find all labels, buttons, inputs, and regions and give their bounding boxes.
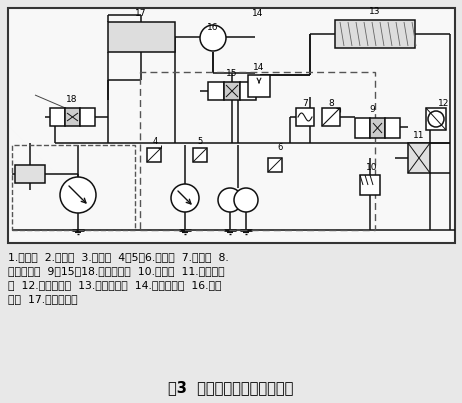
Bar <box>193 148 207 162</box>
Bar <box>8 8 455 243</box>
Bar <box>355 118 370 138</box>
Text: 马达  17.液压凿岩机: 马达 17.液压凿岩机 <box>8 294 78 304</box>
Text: 6: 6 <box>277 143 283 152</box>
Bar <box>248 75 270 97</box>
Bar <box>224 82 240 100</box>
Bar <box>408 143 430 173</box>
Bar <box>147 148 161 162</box>
Bar <box>12 145 135 230</box>
Bar <box>108 22 175 52</box>
Text: 12: 12 <box>438 98 450 108</box>
Bar <box>296 108 314 126</box>
Text: 13: 13 <box>369 8 381 17</box>
Bar <box>385 118 400 138</box>
Bar <box>335 20 415 48</box>
Bar <box>140 72 375 230</box>
Circle shape <box>60 177 96 213</box>
Circle shape <box>234 188 258 212</box>
Text: 18: 18 <box>66 96 78 104</box>
Text: 14: 14 <box>252 10 264 19</box>
Text: 17: 17 <box>135 10 147 19</box>
Bar <box>268 158 282 172</box>
Circle shape <box>428 111 444 127</box>
Circle shape <box>218 188 242 212</box>
Text: 5: 5 <box>197 137 203 145</box>
Bar <box>322 108 340 126</box>
Text: 16: 16 <box>207 23 219 33</box>
Circle shape <box>171 184 199 212</box>
Text: 11: 11 <box>413 131 425 139</box>
Text: 14: 14 <box>253 64 265 73</box>
Bar <box>370 118 385 138</box>
Bar <box>360 175 380 195</box>
Text: 7: 7 <box>302 98 308 108</box>
Text: 9: 9 <box>369 106 375 114</box>
Text: 8: 8 <box>328 98 334 108</box>
Text: 鄀  12.单向节流鄀  13.推进液压缸  14.高速开关鄀  16.回转: 鄀 12.单向节流鄀 13.推进液压缸 14.高速开关鄀 16.回转 <box>8 280 221 290</box>
Bar <box>208 82 224 100</box>
Text: 4: 4 <box>152 137 158 145</box>
Text: 15: 15 <box>226 69 238 79</box>
Bar <box>15 165 45 183</box>
Text: 图3  凿岩机新型液压控制系统: 图3 凿岩机新型液压控制系统 <box>168 380 294 395</box>
Bar <box>240 82 256 100</box>
Bar <box>426 108 446 130</box>
Text: 1.推进泵  2.回转泵  3.冲击泵  4、5、6.溢流阀  7.节流阀  8.: 1.推进泵 2.回转泵 3.冲击泵 4、5、6.溢流阀 7.节流阀 8. <box>8 252 229 262</box>
Text: 10: 10 <box>366 164 378 172</box>
Bar <box>50 108 65 126</box>
Bar <box>80 108 95 126</box>
Bar <box>65 108 80 126</box>
Circle shape <box>200 25 226 51</box>
Text: 遥控减压鄀  9、15、18.手动换向鄀  10.先导鄀  11.液动换向: 遥控减压鄀 9、15、18.手动换向鄀 10.先导鄀 11.液动换向 <box>8 266 225 276</box>
